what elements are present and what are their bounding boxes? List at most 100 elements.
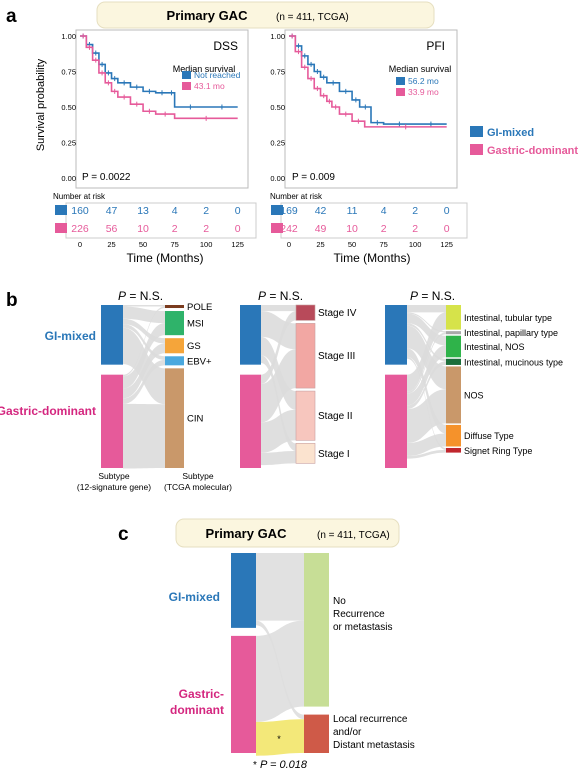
risk-count: 226 (71, 223, 89, 235)
pfi-p-value: P = 0.009 (292, 172, 335, 183)
risk-count: 0 (444, 205, 450, 217)
outcome-no-2: Recurrence (333, 609, 385, 620)
sankey-flow (261, 311, 296, 350)
pfi-plot-frame (284, 29, 458, 189)
y-tick-label: 0.75 (270, 68, 285, 77)
risk-count: 2 (412, 223, 418, 235)
sankey-flow (123, 318, 165, 344)
sankey-flow (407, 312, 446, 333)
sankey-node-right (165, 356, 184, 366)
dss-risk-swatch-gd (55, 223, 67, 233)
risk-count: 56 (106, 223, 118, 235)
y-axis-label: Survival probability (35, 58, 47, 151)
y-tick-label: 1.00 (270, 32, 285, 41)
sankey-node-label: Stage IV (318, 308, 357, 319)
panel-b-p-1: P = N.S. (118, 289, 163, 303)
risk-count: 242 (280, 223, 298, 235)
panel-b-p-3: P = N.S. (410, 289, 455, 303)
x-tick-label: 75 (170, 240, 178, 249)
sankey-flow (261, 450, 296, 466)
x-tick-label: 100 (409, 240, 422, 249)
dss-median-gd: 43.1 mo (194, 81, 225, 91)
sankey-node-label: CIN (187, 414, 204, 425)
sankey-node-right (165, 311, 184, 336)
outcome-no-3: or metastasis (333, 622, 392, 633)
sankey-node-right (304, 714, 329, 753)
x-tick-label: 0 (78, 240, 82, 249)
panel-c-header-box (175, 518, 400, 548)
sankey-stage: Stage IV Stage III Stage II Stage I (240, 304, 357, 468)
legend-label-gi-mixed: GI-mixed (487, 127, 534, 139)
sankey-node-label: Diffuse Type (464, 431, 514, 441)
dss-x-axis-label: Time (Months) (127, 251, 204, 265)
sankey-node-right (446, 366, 461, 424)
dss-curves (80, 33, 238, 121)
outcome-yes-1: Local recurrence (333, 714, 408, 725)
sankey-flow (256, 620, 304, 720)
sankey-node-right (446, 358, 461, 365)
dss-plot-frame (75, 29, 249, 189)
axis-label-right-1: Subtype (182, 471, 213, 481)
panel-b-label-gastric-dominant: Gastric-dominant (0, 404, 96, 418)
y-tick-label: 0.00 (270, 174, 285, 183)
risk-count: 2 (172, 223, 178, 235)
sankey-node-left (231, 553, 256, 628)
risk-count: 2 (203, 223, 209, 235)
pfi-curves (289, 33, 447, 130)
sankey-node-right (165, 368, 184, 468)
risk-count: 4 (381, 205, 387, 217)
sankey-flow (261, 305, 296, 312)
sankey-flow (261, 336, 296, 410)
sankey-molecular-subtype: POLE MSI GS EBV+ CIN (101, 302, 212, 469)
sankey-node-label: Intestinal, papillary type (464, 328, 558, 338)
panel-c-p-value: P = 0.018 (260, 759, 308, 770)
sankey-node-label: MSI (187, 319, 204, 330)
risk-count: 2 (412, 205, 418, 217)
sankey-node-label: Intestinal, tubular type (464, 313, 552, 323)
risk-count: 169 (280, 205, 298, 217)
legend-swatch-gi-mixed (470, 126, 483, 137)
sankey-node-left (385, 305, 407, 365)
panel-c-star-mark: * (277, 734, 281, 744)
panel-c-star: * (253, 760, 257, 770)
sankey-flow (407, 348, 446, 434)
sankey-node-right (446, 447, 461, 453)
sankey-flow (261, 349, 296, 423)
risk-count: 10 (137, 223, 149, 235)
sankey-recurrence (231, 553, 329, 756)
panel-c-label-gastric-2: dominant (170, 703, 224, 717)
sankey-node-label: Intestinal, mucinous type (464, 357, 563, 367)
outcome-no-1: No (333, 596, 346, 607)
sankey-flow (256, 719, 304, 756)
axis-label-left-1: Subtype (98, 471, 129, 481)
panel-b-letter: b (6, 290, 18, 311)
sankey-node-right (304, 553, 329, 707)
dss-y-ticks: 0.00 0.25 0.50 0.75 1.00 (61, 32, 76, 183)
outcome-yes-3: Distant metastasis (333, 740, 415, 751)
axis-label-left-2: (12-signature gene) (77, 482, 151, 492)
risk-count: 4 (172, 205, 178, 217)
risk-count: 2 (203, 205, 209, 217)
panel-c-label-gastric-1: Gastric- (179, 687, 224, 701)
sankey-node-right (295, 390, 316, 441)
pfi-y-ticks: 0.00 0.25 0.50 0.75 1.00 (270, 32, 285, 183)
sankey-flow (407, 389, 446, 444)
dss-title: DSS (213, 39, 238, 53)
dss-legend-swatch-gi (182, 71, 191, 79)
pfi-median-gi: 56.2 mo (408, 76, 439, 86)
risk-count: 11 (347, 205, 358, 217)
sankey-flow (123, 324, 165, 360)
panel-b-p-2: P = N.S. (258, 289, 303, 303)
dss-risk-table (65, 202, 257, 239)
sankey-flow (123, 403, 165, 469)
risk-count: 10 (346, 223, 358, 235)
sankey-node-left (101, 374, 123, 468)
sankey-node-label: POLE (187, 302, 212, 313)
pfi-median-gd: 33.9 mo (408, 87, 439, 97)
x-tick-label: 50 (139, 240, 147, 249)
y-tick-label: 1.00 (61, 32, 76, 41)
sankey-node-left (385, 374, 407, 468)
risk-count: 160 (71, 205, 89, 217)
sankey-node-right (446, 335, 461, 358)
